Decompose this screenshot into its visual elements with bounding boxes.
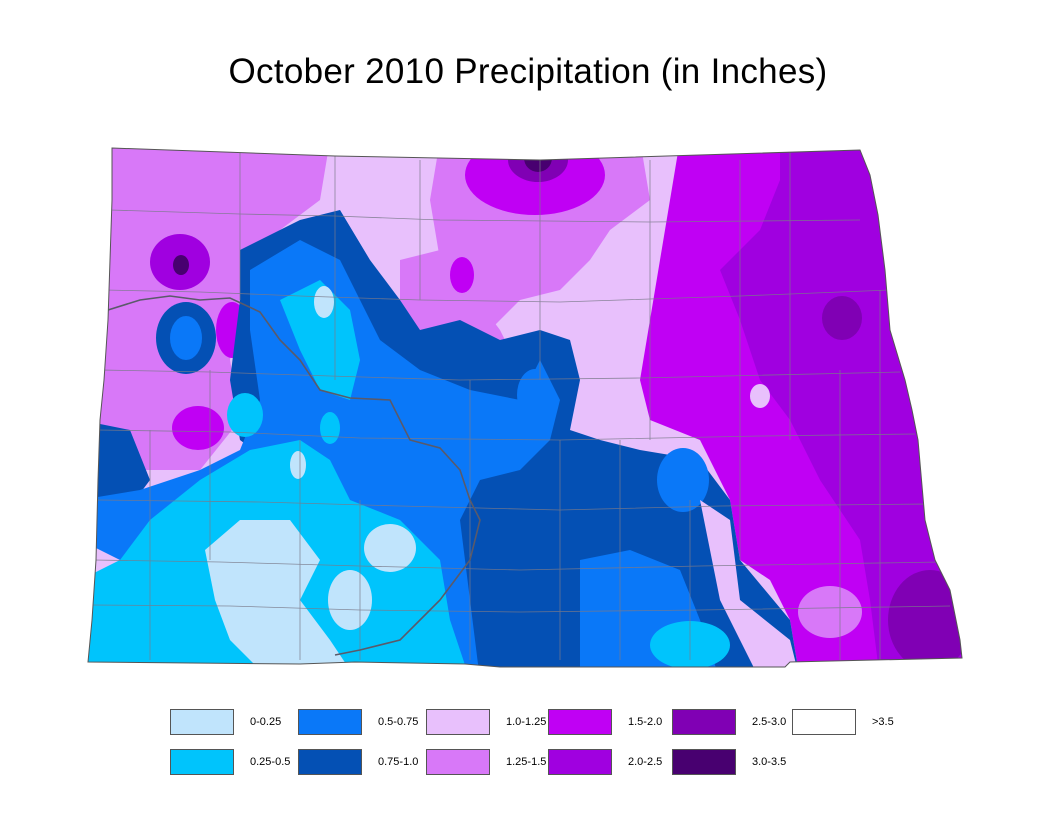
legend-item: 0-0.25 <box>170 708 281 736</box>
legend-swatch <box>426 749 490 775</box>
region-north-darkest-blob <box>524 148 552 172</box>
region-0025-light <box>205 520 350 667</box>
legend-swatch <box>672 749 736 775</box>
county-lines <box>91 148 951 660</box>
legend-label: 2.0-2.5 <box>628 756 663 768</box>
legend-swatch <box>792 709 856 735</box>
region-nw-dark-blob <box>173 255 189 275</box>
legend-swatch <box>548 709 612 735</box>
region-se-2530-blob <box>888 570 962 667</box>
region-east-2530-blob <box>822 296 862 340</box>
region-east-blue-blob <box>657 448 709 512</box>
legend-swatch <box>170 749 234 775</box>
legend-label: >3.5 <box>872 716 894 728</box>
legend-item: 0.5-0.75 <box>298 708 418 736</box>
legend-label: 0.75-1.0 <box>378 756 419 768</box>
region-se-pink-blob <box>798 586 862 638</box>
region-center-blue-blob <box>517 369 553 421</box>
region-light-blob-2 <box>328 570 372 630</box>
legend-item: 3.0-3.5 <box>672 748 786 776</box>
legend-label: 1.0-1.25 <box>506 716 547 728</box>
legend-item: 0.75-1.0 <box>298 748 418 776</box>
legend-item: 2.5-3.0 <box>672 708 786 736</box>
legend-item: >3.5 <box>792 708 894 736</box>
legend-item: 2.0-2.5 <box>548 748 662 776</box>
precipitation-map <box>87 147 963 668</box>
legend-label: 0-0.25 <box>250 716 282 728</box>
legend-swatch <box>298 749 362 775</box>
region-central-pink-blob <box>450 257 474 293</box>
legend-item: 1.25-1.5 <box>426 748 546 776</box>
region-west-pink-blob <box>172 406 224 450</box>
legend-swatch <box>548 749 612 775</box>
legend-label: 0.25-0.5 <box>250 756 291 768</box>
legend-label: 3.0-3.5 <box>752 756 787 768</box>
state-outline <box>87 147 963 668</box>
legend-label: 2.5-3.0 <box>752 716 787 728</box>
region-light-blob-1 <box>364 524 416 572</box>
legend-swatch <box>298 709 362 735</box>
region-nw-cyan-blob <box>227 393 263 437</box>
map-title: October 2010 Precipitation (in Inches) <box>228 52 828 91</box>
legend-item: 1.5-2.0 <box>548 708 662 736</box>
region-nw-blue-inner <box>170 316 202 360</box>
legend-swatch <box>426 709 490 735</box>
missouri-river <box>107 295 481 656</box>
legend-label: 1.25-1.5 <box>506 756 547 768</box>
legend-item: 1.0-1.25 <box>426 708 546 736</box>
legend-item: 0.25-0.5 <box>170 748 290 776</box>
region-north-cyan <box>280 280 360 400</box>
legend-label: 0.5-0.75 <box>378 716 419 728</box>
region-north-max-blob <box>530 148 546 158</box>
legend-label: 1.5-2.0 <box>628 716 663 728</box>
region-center-cyan-blob <box>320 412 340 444</box>
region-se-lavender <box>700 500 800 667</box>
legend-swatch <box>672 709 736 735</box>
region-light-blob-3 <box>314 286 334 318</box>
legend-swatch <box>170 709 234 735</box>
region-light-blob-4 <box>290 451 306 479</box>
map-fill <box>88 148 962 667</box>
region-west-pink <box>88 148 330 480</box>
region-east-pink-blob <box>750 384 770 408</box>
legend: 0-0.25 0.25-0.5 0.5-0.75 0.75-1.0 1.0-1.… <box>170 708 894 778</box>
